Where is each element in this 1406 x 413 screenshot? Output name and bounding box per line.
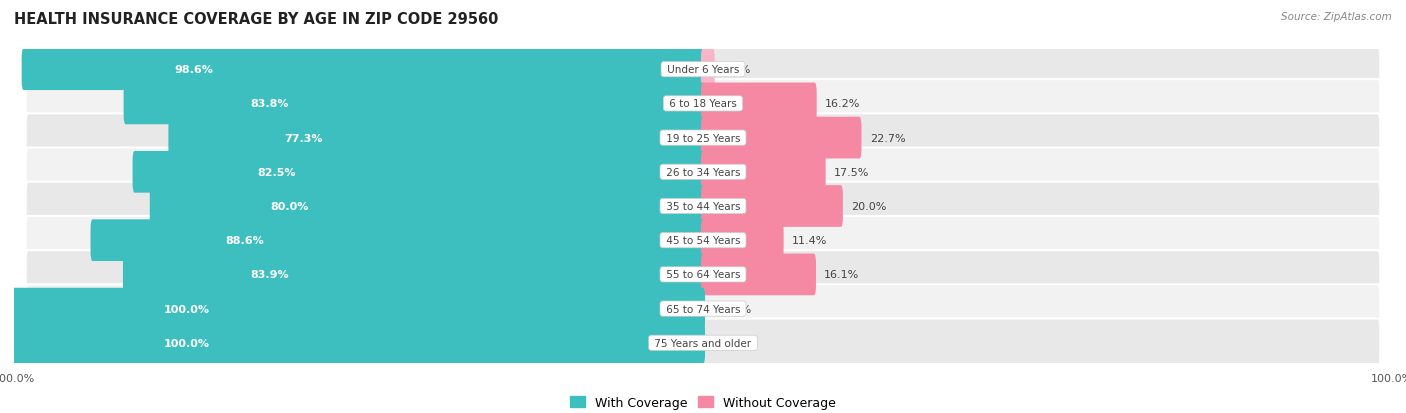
FancyBboxPatch shape [132,152,704,193]
FancyBboxPatch shape [25,148,1381,197]
FancyBboxPatch shape [25,114,1381,162]
FancyBboxPatch shape [25,319,1381,367]
FancyBboxPatch shape [702,83,817,125]
Text: 100.0%: 100.0% [163,338,209,348]
Text: 83.8%: 83.8% [250,99,290,109]
Text: 11.4%: 11.4% [792,236,827,246]
FancyBboxPatch shape [13,288,704,330]
FancyBboxPatch shape [169,117,704,159]
FancyBboxPatch shape [702,117,862,159]
Text: HEALTH INSURANCE COVERAGE BY AGE IN ZIP CODE 29560: HEALTH INSURANCE COVERAGE BY AGE IN ZIP … [14,12,499,27]
Text: 98.6%: 98.6% [174,65,212,75]
Text: Source: ZipAtlas.com: Source: ZipAtlas.com [1281,12,1392,22]
FancyBboxPatch shape [122,254,704,296]
Text: 100.0%: 100.0% [163,304,209,314]
Text: 17.5%: 17.5% [834,167,869,177]
FancyBboxPatch shape [13,322,704,364]
FancyBboxPatch shape [25,182,1381,231]
Text: 19 to 25 Years: 19 to 25 Years [662,133,744,143]
FancyBboxPatch shape [25,285,1381,333]
Text: 83.9%: 83.9% [250,270,288,280]
Legend: With Coverage, Without Coverage: With Coverage, Without Coverage [565,391,841,413]
Text: 82.5%: 82.5% [257,167,297,177]
Text: 0.0%: 0.0% [724,304,752,314]
FancyBboxPatch shape [124,83,704,125]
FancyBboxPatch shape [702,186,842,227]
Text: 16.2%: 16.2% [825,99,860,109]
Text: 65 to 74 Years: 65 to 74 Years [662,304,744,314]
Text: 55 to 64 Years: 55 to 64 Years [662,270,744,280]
FancyBboxPatch shape [25,46,1381,94]
Text: 16.1%: 16.1% [824,270,859,280]
FancyBboxPatch shape [25,80,1381,128]
Text: Under 6 Years: Under 6 Years [664,65,742,75]
Text: 75 Years and older: 75 Years and older [651,338,755,348]
Text: 0.0%: 0.0% [724,338,752,348]
Text: 35 to 44 Years: 35 to 44 Years [662,202,744,211]
Text: 80.0%: 80.0% [270,202,309,211]
FancyBboxPatch shape [702,49,714,91]
Text: 1.4%: 1.4% [723,65,751,75]
Text: 26 to 34 Years: 26 to 34 Years [662,167,744,177]
FancyBboxPatch shape [702,220,783,261]
FancyBboxPatch shape [150,186,704,227]
FancyBboxPatch shape [90,220,704,261]
Text: 6 to 18 Years: 6 to 18 Years [666,99,740,109]
Text: 88.6%: 88.6% [226,236,264,246]
FancyBboxPatch shape [25,216,1381,265]
Text: 77.3%: 77.3% [284,133,323,143]
FancyBboxPatch shape [702,254,815,296]
Text: 20.0%: 20.0% [851,202,887,211]
Text: 45 to 54 Years: 45 to 54 Years [662,236,744,246]
FancyBboxPatch shape [25,251,1381,299]
FancyBboxPatch shape [21,49,704,91]
Text: 22.7%: 22.7% [870,133,905,143]
FancyBboxPatch shape [702,152,825,193]
